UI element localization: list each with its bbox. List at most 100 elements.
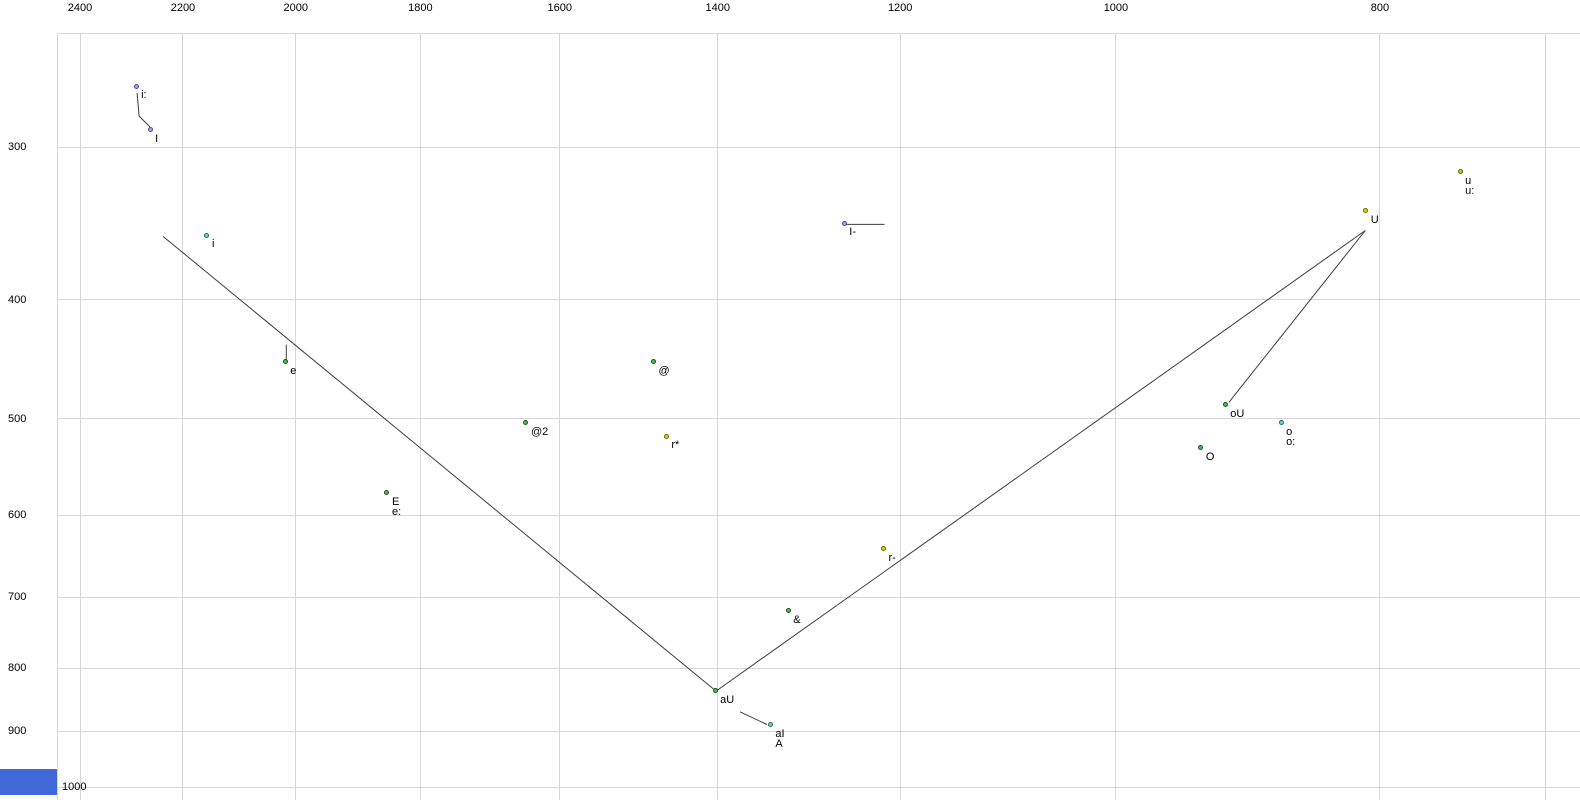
vowel-label: u u: (1465, 174, 1475, 197)
vowel-label: r* (671, 439, 680, 452)
gridline-vertical (899, 33, 901, 800)
gridline-horizontal (57, 418, 1580, 420)
vowel-label-line: o: (1286, 435, 1296, 448)
vowel-point[interactable] (650, 359, 656, 365)
vowel-label: I (155, 132, 159, 145)
gridline-horizontal (57, 596, 1580, 598)
x-axis-tick-label: 1000 (1103, 2, 1129, 14)
gridline-horizontal (57, 667, 1580, 669)
gridline-vertical (79, 33, 81, 800)
x-axis-tick-label: 1600 (547, 2, 573, 14)
vowel-point[interactable] (1198, 445, 1204, 451)
x-axis-tick-label: 2400 (67, 2, 93, 14)
vowel-point[interactable] (881, 546, 887, 552)
vowel-label: O (1205, 450, 1215, 463)
vowel-label: o o: (1286, 425, 1296, 448)
gridline-horizontal (57, 514, 1580, 516)
trajectory-line-aU-to-U-trajectory (716, 230, 1366, 691)
x-axis-tick-label: 2200 (170, 2, 196, 14)
vowel-point[interactable] (785, 608, 791, 614)
vowel-label: @2 (530, 425, 549, 438)
gridline-vertical (419, 33, 421, 800)
gridline-vertical (182, 33, 184, 800)
vowel-label: oU (1230, 407, 1245, 420)
vowel-label-line: r* (671, 439, 680, 452)
vowel-label: aU (720, 693, 735, 706)
vowel-label: @ (658, 364, 670, 377)
vowel-label-line: aI (775, 727, 785, 740)
vowel-point[interactable] (133, 83, 139, 89)
plot-boundary-line (56, 33, 58, 800)
vowel-label-line: o (1286, 425, 1293, 438)
vowel-label-line: A (775, 737, 783, 750)
vowel-label-line: r- (888, 551, 896, 564)
vowel-label-line: & (793, 613, 801, 626)
gridline-vertical (559, 33, 561, 800)
vowel-label: r- (888, 551, 896, 564)
vowel-point[interactable] (1222, 402, 1228, 408)
vowel-label: e (290, 364, 297, 377)
vowel-point[interactable] (282, 359, 288, 365)
vowel-label: U (1370, 213, 1379, 226)
vowel-point[interactable] (663, 433, 669, 439)
gridline-vertical (717, 33, 719, 800)
y-axis-tick-label: 1000 (62, 781, 87, 794)
gridline-horizontal (57, 146, 1580, 148)
vowel-label-line: aU (720, 693, 735, 706)
vowel-label-line: e: (391, 505, 402, 518)
y-axis-tick-label: 800 (8, 662, 27, 675)
vowel-label-line: u: (1465, 184, 1475, 197)
vowel-point[interactable] (841, 220, 847, 226)
vowel-point[interactable] (767, 722, 773, 728)
vowel-label-line: E (391, 495, 400, 508)
vowel-point[interactable] (147, 127, 153, 133)
x-axis-tick-label: 2000 (283, 2, 308, 14)
plot-boundary-line (57, 32, 1580, 34)
gridline-horizontal (57, 730, 1580, 732)
vowel-label-line: u (1465, 174, 1472, 187)
trajectory-line-U-to-oU-trajectory (1228, 230, 1366, 403)
vowel-label: I- (849, 227, 856, 238)
vowel-point[interactable] (712, 688, 718, 694)
y-axis-tick-label: 400 (8, 293, 27, 306)
vowel-point[interactable] (523, 420, 529, 426)
trajectory-line-i-long-to-I (136, 92, 151, 128)
vowel-label: aI A (775, 727, 785, 750)
vowel-label-line: @ (658, 364, 670, 377)
gridline-vertical (295, 33, 297, 800)
gridline-horizontal (57, 299, 1580, 301)
vowel-label-line: i: (141, 89, 147, 102)
y-axis-tick-label: 600 (8, 509, 27, 522)
vowel-label: & (793, 613, 801, 626)
vowel-label-line: O (1205, 450, 1215, 463)
vowel-point[interactable] (1278, 420, 1284, 426)
vowel-label: i (211, 238, 215, 251)
x-axis-tick-label: 1200 (887, 2, 913, 14)
y-axis-tick-label: 300 (8, 141, 27, 153)
trajectory-line-aI-tick (739, 711, 768, 725)
vowel-point[interactable] (384, 490, 390, 496)
gridline-vertical (1379, 33, 1381, 800)
vowel-point[interactable] (1457, 169, 1463, 175)
y-axis-tick-label: 500 (8, 412, 27, 425)
vowel-label-line: oU (1230, 407, 1245, 420)
vowel-label-line: U (1370, 213, 1379, 226)
x-axis-tick-label: 1400 (705, 2, 731, 14)
vowel-label-line: i (211, 238, 215, 251)
corner-indicator (0, 769, 57, 795)
vowel-label-line: I (155, 132, 159, 145)
vowel-label: i: (141, 89, 147, 102)
x-axis-tick-label: 1800 (408, 2, 433, 14)
y-axis-tick-label: 900 (8, 725, 27, 738)
vowel-label-line: @2 (530, 425, 549, 438)
x-axis-tick-label: 800 (1370, 2, 1390, 14)
y-axis-tick-label: 700 (8, 591, 27, 604)
gridline-horizontal (57, 786, 1580, 788)
vowel-label-line: e (290, 364, 297, 377)
plot-boundary-line (1544, 33, 1546, 800)
vowel-point[interactable] (204, 232, 210, 238)
vowel-point[interactable] (1363, 208, 1369, 214)
